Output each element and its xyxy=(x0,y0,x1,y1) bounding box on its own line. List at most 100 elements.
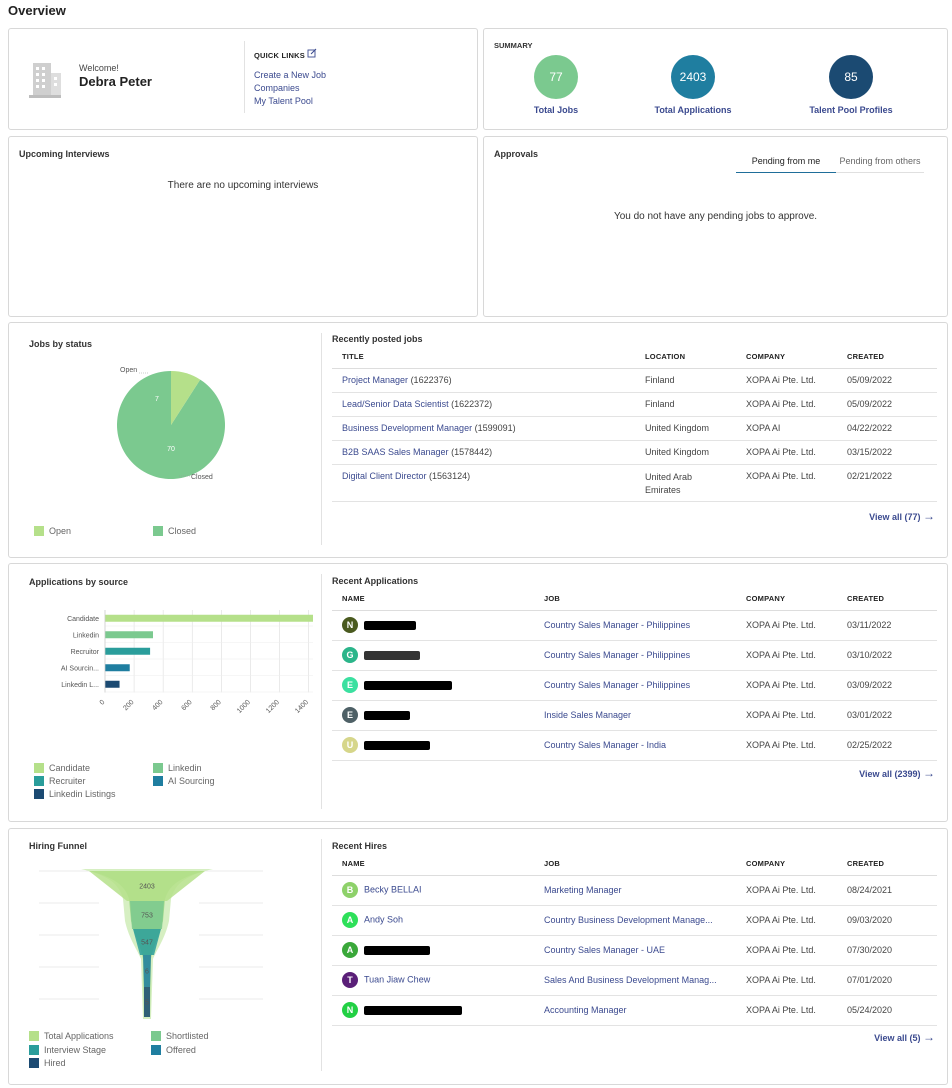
job-title-link[interactable]: Lead/Senior Data Scientist xyxy=(342,399,449,409)
funnel-title: Hiring Funnel xyxy=(29,841,87,851)
legend-ai-sourcing[interactable]: AI Sourcing xyxy=(153,776,215,786)
edit-icon[interactable] xyxy=(307,48,317,58)
interviews-empty-message: There are no upcoming interviews xyxy=(167,180,319,191)
legend-shortlisted[interactable]: Shortlisted xyxy=(151,1031,209,1041)
job-link[interactable]: Inside Sales Manager xyxy=(534,700,736,731)
page-title: Overview xyxy=(8,3,66,18)
avatar: B xyxy=(342,882,358,898)
funnel-band[interactable] xyxy=(144,987,150,1017)
hire-name-link[interactable]: Andy Soh xyxy=(364,914,404,925)
redacted-name xyxy=(364,650,420,660)
legend-offered[interactable]: Offered xyxy=(151,1045,196,1055)
job-link[interactable]: Country Sales Manager - Philippines xyxy=(534,670,736,701)
bar[interactable] xyxy=(105,614,313,622)
legend-recruiter[interactable]: Recruiter xyxy=(34,776,86,786)
job-title-link[interactable]: Business Development Manager xyxy=(342,423,473,433)
talent-pool-link[interactable]: My Talent Pool xyxy=(254,96,313,106)
created: 09/03/2020 xyxy=(837,905,937,936)
pie-slice-open[interactable] xyxy=(171,371,201,425)
job-link[interactable]: Country Sales Manager - UAE xyxy=(534,935,736,966)
x-tick-label: 400 xyxy=(151,699,164,712)
funnel-band[interactable] xyxy=(89,871,205,901)
pie-callout-closed: Closed xyxy=(191,474,213,481)
job-company: XOPA Ai Pte. Ltd. xyxy=(736,440,837,465)
job-link[interactable]: Country Sales Manager - India xyxy=(534,730,736,761)
job-link[interactable]: Marketing Manager xyxy=(534,875,736,906)
legend-interview-stage-label: Interview Stage xyxy=(44,1045,107,1055)
jobs-status-title: Jobs by status xyxy=(29,339,93,349)
talent-pool-circle[interactable]: 85 xyxy=(829,55,873,99)
legend-hired[interactable]: Hired xyxy=(29,1058,66,1068)
recent-jobs-title: Recently posted jobs xyxy=(332,334,423,344)
funnel-band-label: 2403 xyxy=(139,884,155,891)
legend-linkedin-listings-label: Linkedin Listings xyxy=(49,789,116,799)
arrow-right-icon: → xyxy=(923,766,935,780)
table-row: A Country Sales Manager - UAE XOPA Ai Pt… xyxy=(332,935,937,966)
job-location: United Arab Emirates xyxy=(635,464,736,502)
hire-name-link[interactable]: Tuan Jiaw Chew xyxy=(364,974,431,985)
companies-link[interactable]: Companies xyxy=(254,83,300,93)
funnel-band[interactable] xyxy=(143,955,151,987)
view-all-jobs-link[interactable]: View all (77) → xyxy=(869,509,935,523)
x-tick-label: 200 xyxy=(122,699,135,712)
legend-linkedin[interactable]: Linkedin xyxy=(153,763,202,773)
user-name: Debra Peter xyxy=(79,74,152,89)
x-tick-label: 1200 xyxy=(265,699,281,715)
job-link[interactable]: Sales And Business Development Manag... xyxy=(534,965,736,996)
bar[interactable] xyxy=(105,680,120,688)
legend-candidate[interactable]: Candidate xyxy=(34,763,90,773)
apps-source-title: Applications by source xyxy=(29,577,129,587)
view-all-applications-link[interactable]: View all (2399) → xyxy=(859,766,935,780)
job-link[interactable]: Accounting Manager xyxy=(534,995,736,1026)
legend-open[interactable]: Open xyxy=(34,526,71,536)
talent-pool-label[interactable]: Talent Pool Profiles xyxy=(809,105,893,115)
tab-pending-from-others[interactable]: Pending from others xyxy=(836,156,924,173)
legend-interview-stage[interactable]: Interview Stage xyxy=(29,1045,106,1055)
avatar: E xyxy=(342,677,358,693)
y-tick-label: AI Sourcin... xyxy=(61,665,99,672)
view-all-hires-link[interactable]: View all (5) → xyxy=(874,1030,935,1044)
job-title-link[interactable]: Project Manager xyxy=(342,375,409,385)
job-id: (1622376) xyxy=(410,375,452,385)
company: XOPA Ai Pte. Ltd. xyxy=(736,730,837,761)
job-link[interactable]: Country Sales Manager - Philippines xyxy=(534,640,736,671)
job-link[interactable]: Country Business Development Manage... xyxy=(534,905,736,936)
job-location: Finland xyxy=(635,392,736,417)
table-row: B2B SAAS Sales Manager (1578442) United … xyxy=(332,440,937,465)
table-row: Project Manager (1622376) Finland XOPA A… xyxy=(332,368,937,393)
redacted-name xyxy=(364,620,416,630)
summary-title: SUMMARY xyxy=(494,41,533,50)
legend-offered-label: Offered xyxy=(166,1045,196,1055)
apps-source-bar-chart: 0 200 400 600 800 1000 1200 1400 Candidate Linked… xyxy=(61,610,313,715)
total-applications-label[interactable]: Total Applications xyxy=(654,105,732,115)
view-all-jobs-label: View all (77) xyxy=(869,512,921,522)
company: XOPA Ai Pte. Ltd. xyxy=(736,700,837,731)
create-job-link[interactable]: Create a New Job xyxy=(254,70,327,80)
funnel-band[interactable] xyxy=(133,929,161,955)
legend-total-applications[interactable]: Total Applications xyxy=(29,1031,114,1041)
divider xyxy=(321,333,322,545)
legend-closed[interactable]: Closed xyxy=(153,526,196,536)
tab-pending-from-me[interactable]: Pending from me xyxy=(736,156,836,173)
job-id: (1578442) xyxy=(451,447,493,457)
bar[interactable] xyxy=(105,647,151,655)
legend-candidate-label: Candidate xyxy=(49,763,91,773)
bar[interactable] xyxy=(105,664,130,672)
job-link[interactable]: Country Sales Manager - Philippines xyxy=(534,610,736,641)
funnel-band-label: 6 xyxy=(145,969,149,976)
total-applications-circle[interactable]: 2403 xyxy=(671,55,715,99)
job-title-link[interactable]: Digital Client Director xyxy=(342,470,427,481)
total-jobs-circle[interactable]: 77 xyxy=(534,55,578,99)
legend-ai-sourcing-label: AI Sourcing xyxy=(168,776,215,786)
total-jobs-label[interactable]: Total Jobs xyxy=(533,105,579,115)
pie-callout-open: Open xyxy=(120,367,137,374)
job-title-link[interactable]: B2B SAAS Sales Manager xyxy=(342,447,449,457)
hire-name-link[interactable]: Becky BELLAI xyxy=(364,884,422,895)
table-row: Lead/Senior Data Scientist (1622372) Fin… xyxy=(332,392,937,417)
view-all-applications-label: View all (2399) xyxy=(859,769,921,779)
legend-linkedin-listings[interactable]: Linkedin Listings xyxy=(34,789,116,799)
created: 03/09/2022 xyxy=(837,670,937,701)
created: 03/01/2022 xyxy=(837,700,937,731)
bar[interactable] xyxy=(105,631,153,639)
funnel-band[interactable] xyxy=(130,901,164,929)
